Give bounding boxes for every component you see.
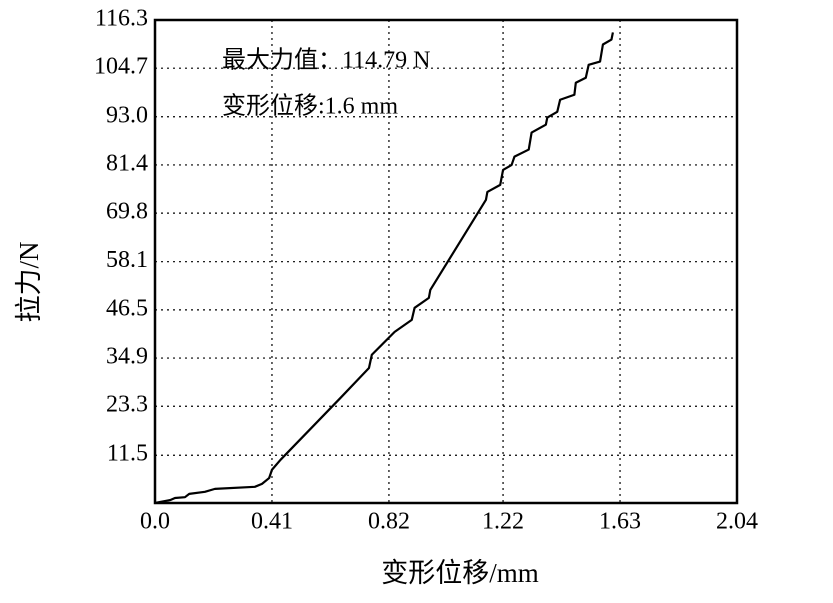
y-axis-title: 拉力/N [14,242,44,323]
x-axis-title: 变形位移/mm [381,558,539,588]
x-tick-label: 0.82 [368,509,410,535]
x-tick-label: 0.41 [251,509,293,535]
x-tick-label: 0.0 [140,509,170,535]
x-tick-label: 1.63 [599,509,641,535]
y-tick-label: 104.7 [94,54,148,80]
x-tick-label: 1.22 [482,509,524,535]
y-tick-label: 58.1 [106,247,148,273]
y-tick-label: 93.0 [106,102,148,128]
y-tick-label: 23.3 [106,392,148,418]
y-tick-label: 69.8 [106,199,148,225]
annotation: 最大力值：114.79 N [222,47,430,74]
x-tick-label: 2.04 [716,509,758,535]
y-tick-label: 116.3 [95,6,148,32]
y-tick-label: 46.5 [106,295,148,321]
data-line [154,32,614,505]
y-tick-label: 34.9 [106,344,148,370]
plot-frame [153,18,739,505]
y-tick-label: 81.4 [106,150,148,176]
annotation: 变形位移:1.6 mm [222,93,398,120]
y-tick-label: 11.5 [107,441,148,467]
